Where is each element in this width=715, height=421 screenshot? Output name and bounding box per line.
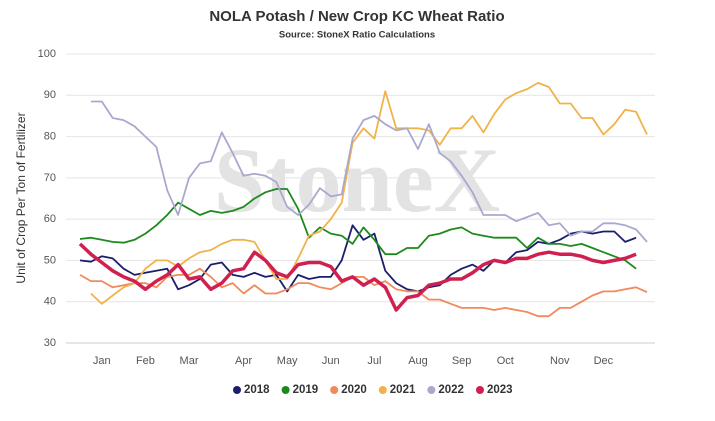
- x-tick-label: Feb: [136, 355, 155, 367]
- series-line: [78, 242, 637, 312]
- legend-marker: [330, 386, 339, 394]
- legend-marker: [281, 386, 290, 394]
- x-tick-label: Dec: [594, 355, 614, 367]
- legend-marker: [475, 386, 484, 394]
- legend-marker: [378, 386, 387, 394]
- x-tick-label: Oct: [497, 355, 514, 367]
- y-tick-label: 90: [44, 89, 56, 101]
- x-tick-label: Sep: [452, 355, 472, 367]
- legend-label: 2018: [244, 384, 270, 396]
- series-line: [90, 100, 648, 243]
- legend-label: 2022: [438, 384, 464, 396]
- legend-label: 2020: [341, 384, 367, 396]
- watermark: StoneX: [214, 129, 500, 231]
- y-tick-label: 70: [44, 172, 56, 184]
- x-tick-label: Jul: [367, 355, 381, 367]
- series-line: [79, 224, 637, 293]
- y-tick-label: 80: [44, 130, 56, 142]
- y-tick-label: 40: [44, 296, 56, 308]
- chart-title: NOLA Potash / New Crop KC Wheat Ratio: [209, 8, 504, 25]
- series-line: [90, 82, 648, 305]
- y-tick-label: 30: [44, 337, 56, 349]
- legend-marker: [233, 386, 241, 394]
- x-tick-label: Jan: [93, 355, 111, 367]
- x-tick-label: Apr: [235, 355, 252, 367]
- x-tick-label: May: [277, 355, 298, 367]
- x-tick-label: Aug: [408, 355, 428, 367]
- legend-label: 2021: [390, 384, 416, 396]
- y-tick-label: 60: [44, 213, 56, 225]
- legend-label: 2023: [487, 384, 513, 396]
- series-line: [79, 267, 648, 318]
- legend-marker: [427, 386, 436, 394]
- x-tick-label: Jun: [322, 355, 340, 367]
- x-tick-label: Mar: [180, 355, 199, 367]
- series-line: [79, 188, 637, 270]
- chart-subtitle: Source: StoneX Ratio Calculations: [279, 30, 435, 41]
- legend-label: 2019: [293, 384, 319, 396]
- x-tick-label: Nov: [550, 355, 570, 367]
- y-tick-label: 100: [38, 48, 56, 60]
- y-axis-label: Unit of Crop Per Ton of Fertilizer: [14, 112, 28, 283]
- y-tick-label: 50: [44, 254, 56, 266]
